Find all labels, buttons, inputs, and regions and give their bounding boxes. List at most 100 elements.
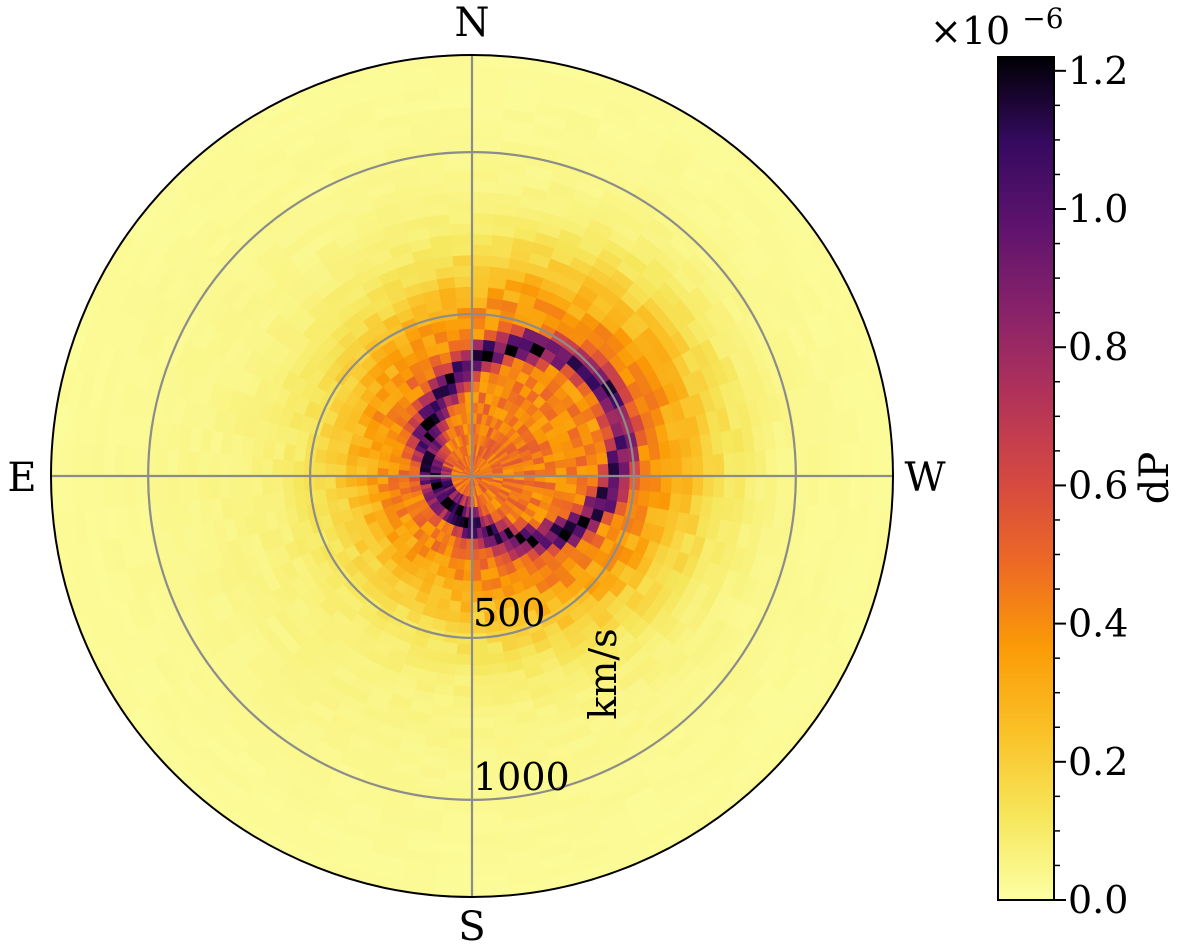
heatmap-cell [155,448,169,477]
heatmap-cell [796,446,810,477]
colorbar-multiplier-exponent: −6 [1022,2,1063,35]
heatmap-cell [366,483,380,495]
heatmap-cell [471,643,488,656]
heatmap-cell [775,475,789,504]
heatmap-cell [458,328,473,341]
heatmap-cell [471,380,481,393]
heatmap-cell [446,328,461,342]
heatmap-cell [460,349,473,361]
heatmap-cell [271,458,284,477]
heatmap-cell [271,475,284,494]
heatmap-cell [471,349,484,361]
direction-label-north: N [455,0,490,46]
heatmap-cell [660,475,673,494]
heatmap-cell [471,800,502,814]
direction-label-east: E [7,455,36,501]
heatmap-cell [463,380,473,393]
heatmap-cell [261,475,274,495]
heatmap-cell [438,842,473,856]
heatmap-cell [479,558,489,571]
heatmap-cell [596,486,609,501]
heatmap-cell [471,842,506,856]
heatmap-cell [457,622,473,635]
heatmap-cell [754,475,768,503]
heatmap-cell [440,117,473,131]
heatmap-cell [356,484,369,497]
heatmap-cell [681,475,694,496]
heatmap-cell [471,128,503,141]
heatmap-cell [124,475,137,507]
direction-label-west: W [904,455,945,501]
heatmap-cell [366,475,378,486]
colorbar-tick-label: 0.6 [1068,463,1128,507]
heatmap-cell [71,440,85,477]
heatmap-cell [471,254,492,267]
heatmap-cell [616,448,630,464]
heatmap-cell [471,370,482,382]
heatmap-cell [314,448,328,464]
heatmap-cell [229,454,242,477]
heatmap-cell [314,488,328,504]
heatmap-cell [576,475,589,487]
heatmap-cell [103,443,116,477]
heatmap-cell [166,475,179,503]
heatmap-cell [471,570,482,582]
heatmap-cell [471,549,480,561]
heatmap-cell [606,450,620,465]
heatmap-cell [451,695,473,708]
heatmap-cell [744,450,757,477]
heatmap-cell [545,475,557,484]
heatmap-cell [454,664,473,677]
heatmap-cell [313,461,326,477]
heatmap-cell [445,170,473,183]
heatmap-cell [450,706,473,719]
heatmap-cell [345,475,357,488]
heatmap-cell [471,559,481,572]
heatmap-cell [439,107,473,120]
heatmap-cell [447,600,462,613]
heatmap-cell [446,610,461,624]
heatmap-cell [587,464,599,477]
colorbar-gradient [998,57,1054,900]
heatmap-cell [335,451,348,466]
heatmap-cell [471,191,498,204]
heatmap-cell [723,475,736,500]
heatmap-cell [441,128,473,141]
colorbar-multiplier-base: ×10 [930,9,1010,53]
heatmap-cell [765,475,778,503]
heatmap-cell [576,465,589,477]
colorbar-tick-label: 0.2 [1068,740,1128,784]
heatmap-cell [456,296,473,309]
heatmap-cell [355,475,368,487]
heatmap-cell [754,449,768,477]
heatmap-cell [444,318,460,332]
colorbar-label: dP [1132,452,1178,505]
heatmap-cell [292,475,305,492]
heatmap-cell [61,475,74,513]
heatmap-cell [618,461,631,477]
heatmap-cell [113,444,127,477]
heatmap-cell [452,685,473,698]
heatmap-cell [240,455,253,477]
heatmap-cell [324,462,337,477]
colorbar-tick-label: 1.2 [1068,49,1128,93]
heatmap-cell [444,779,473,793]
heatmap-cell [471,737,497,750]
heatmap-cell [480,579,493,592]
heatmap-cell [807,445,820,477]
heatmap-cell [597,475,610,489]
heatmap-cell [187,450,200,477]
heatmap-cell [219,453,232,477]
heatmap-cell [471,853,507,866]
heatmap-cell [376,467,389,477]
heatmap-cell [282,459,295,477]
heatmap-cell [448,727,473,740]
heatmap-cell [454,275,473,288]
heatmap-cell [471,653,489,666]
colorbar-ticks: 0.0 0.2 0.4 0.6 0.8 1.0 1.2 [1054,49,1128,922]
heatmap-cell [334,475,347,489]
colorbar-multiplier: ×10 −6 [930,2,1064,53]
heatmap-cell [775,448,789,477]
heatmap-cell [471,65,509,78]
